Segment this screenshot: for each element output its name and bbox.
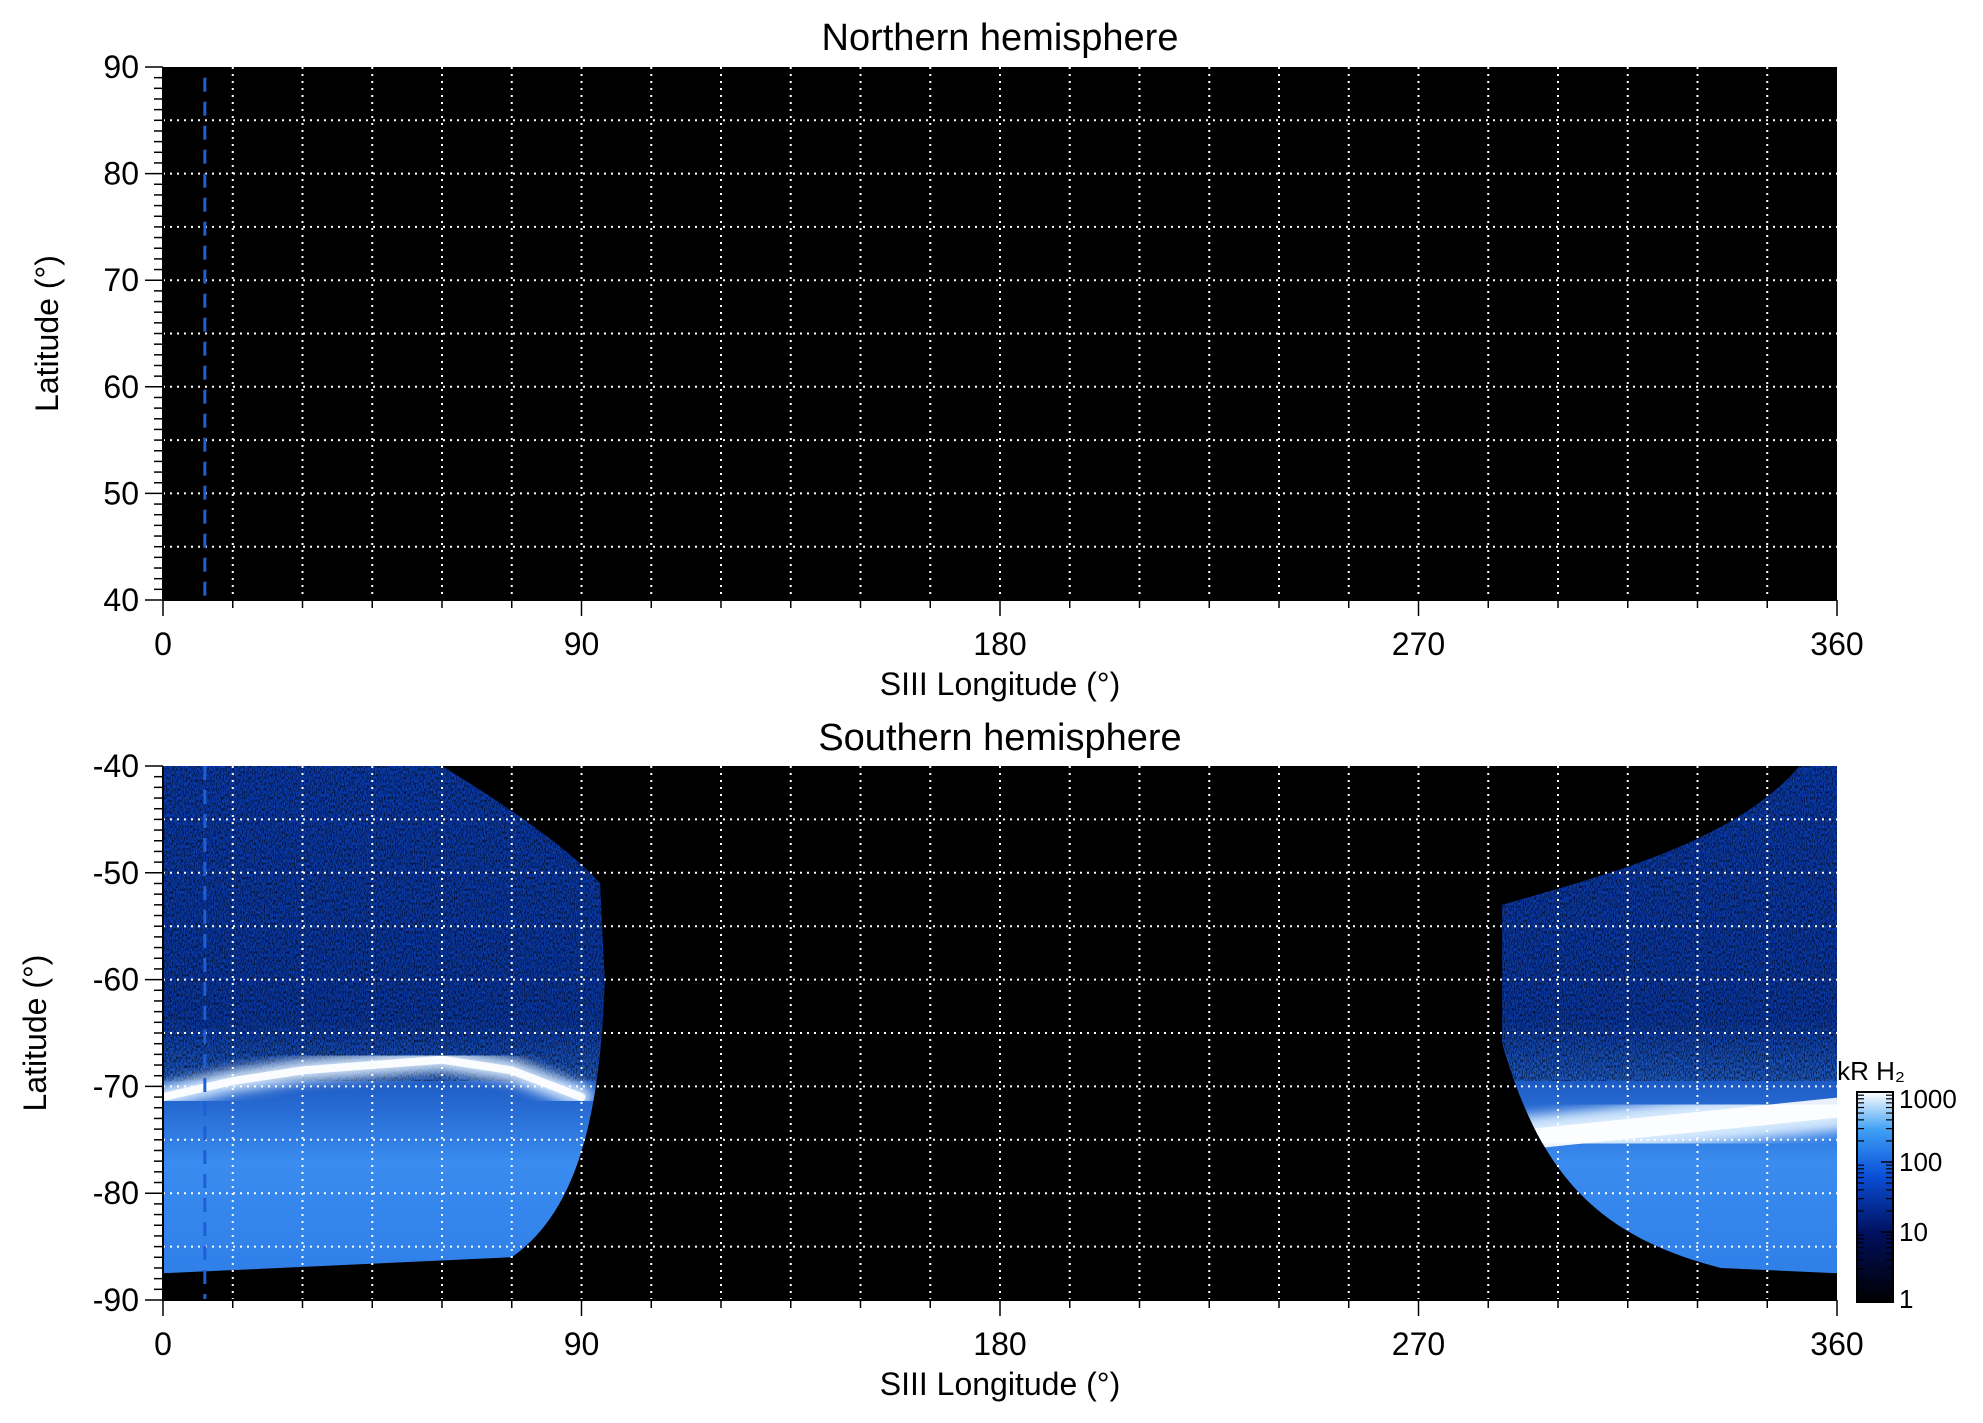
emission-region bbox=[163, 766, 605, 1274]
y-tick-label: 50 bbox=[103, 475, 139, 511]
chart-title: Southern hemisphere bbox=[818, 717, 1181, 759]
axes bbox=[145, 66, 1838, 616]
x-tick-label: 360 bbox=[1810, 1326, 1863, 1362]
y-tick-label: -50 bbox=[93, 855, 139, 891]
colorbar-tick-label: 1000 bbox=[1899, 1084, 1957, 1114]
grid bbox=[163, 766, 1837, 1300]
x-tick-label: 90 bbox=[564, 1326, 600, 1362]
x-tick-label: 0 bbox=[154, 1326, 172, 1362]
colorbar-tick-label: 100 bbox=[1899, 1147, 1942, 1177]
y-tick-label: 90 bbox=[103, 49, 139, 85]
y-tick-label: 60 bbox=[103, 369, 139, 405]
y-tick-label: 80 bbox=[103, 156, 139, 192]
x-tick-label: 180 bbox=[973, 626, 1026, 662]
x-axis-label: SIII Longitude (°) bbox=[880, 1366, 1120, 1402]
x-tick-label: 270 bbox=[1392, 1326, 1445, 1362]
y-tick-label: -70 bbox=[93, 1068, 139, 1104]
y-axis-label: Latitude (°) bbox=[29, 255, 65, 412]
y-tick-label: -80 bbox=[93, 1175, 139, 1211]
colorbar-gradient bbox=[1856, 1091, 1894, 1303]
panel-north: Northern hemisphere 0 90 180 270 360 40 50 60 70 8… bbox=[29, 17, 1864, 702]
colorbar-title: kR H₂ bbox=[1837, 1056, 1905, 1086]
x-axis-label: SIII Longitude (°) bbox=[880, 666, 1120, 702]
chart-title: Northern hemisphere bbox=[822, 17, 1179, 59]
x-tick-label: 90 bbox=[564, 626, 600, 662]
y-tick-label: -90 bbox=[93, 1282, 139, 1318]
grid bbox=[163, 67, 1837, 600]
y-axis-label: Latitude (°) bbox=[17, 955, 53, 1112]
y-tick-label: -40 bbox=[93, 748, 139, 784]
panel-south: Southern hemisphere 0 90 180 270 360 -40 -50 -60… bbox=[17, 717, 1864, 1402]
x-tick-label: 0 bbox=[154, 626, 172, 662]
x-tick-label: 270 bbox=[1392, 626, 1445, 662]
x-tick-label: 180 bbox=[973, 1326, 1026, 1362]
x-tick-label: 360 bbox=[1810, 626, 1863, 662]
y-tick-label: 40 bbox=[103, 582, 139, 618]
y-tick-label: -60 bbox=[93, 962, 139, 998]
y-tick-label: 70 bbox=[103, 262, 139, 298]
axes bbox=[145, 765, 1838, 1316]
colorbar-tick-label: 1 bbox=[1899, 1284, 1913, 1314]
colorbar-tick-label: 10 bbox=[1899, 1217, 1928, 1247]
